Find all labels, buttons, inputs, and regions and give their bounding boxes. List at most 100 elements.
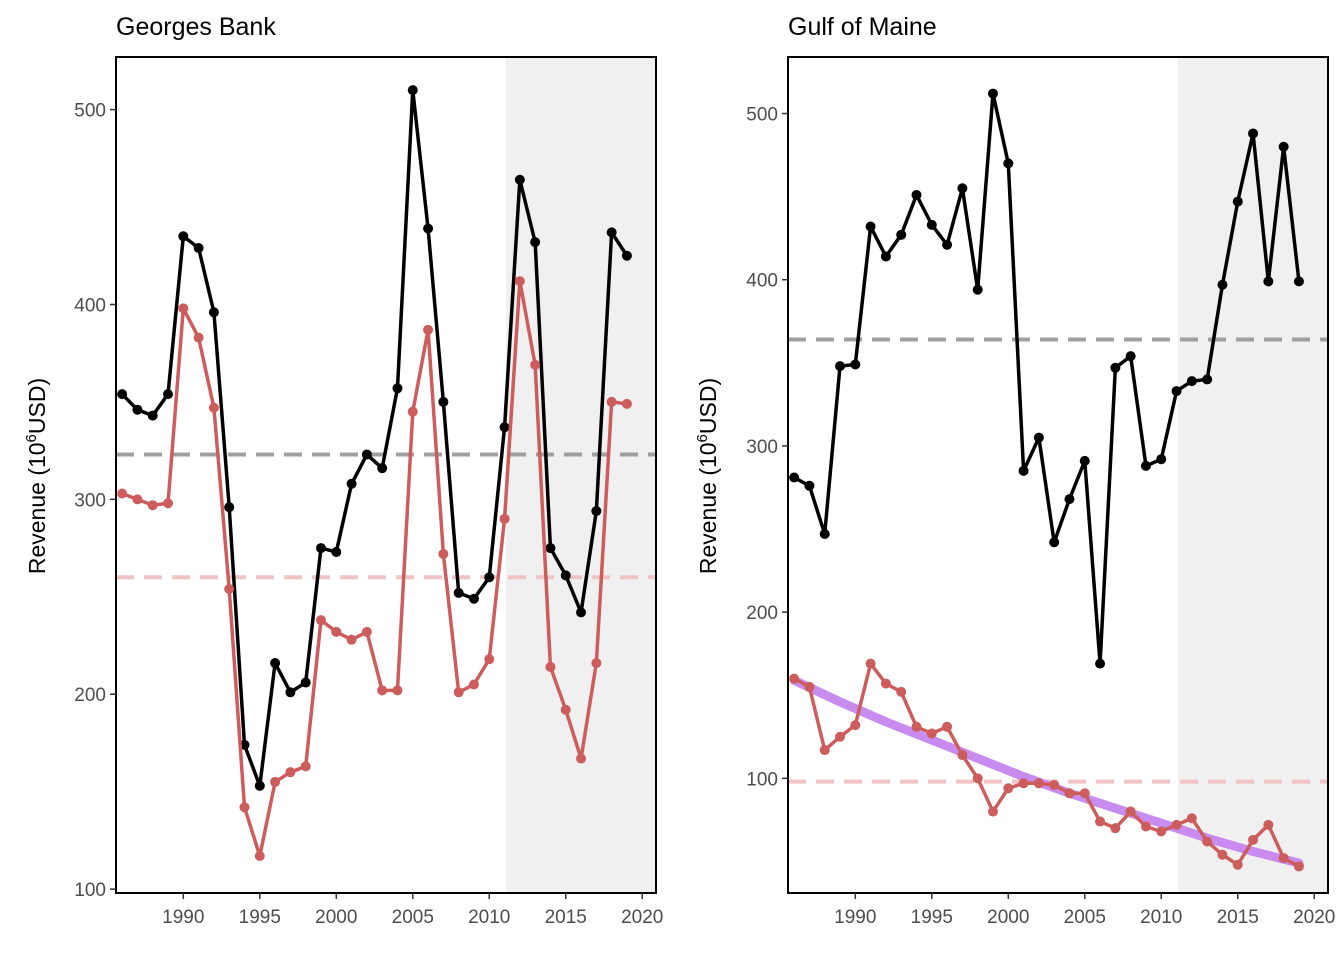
- data-point-subset: [1232, 859, 1243, 870]
- data-point-subset: [254, 850, 265, 861]
- x-tick-label: 2005: [1064, 907, 1106, 928]
- data-point-total: [163, 389, 174, 400]
- data-point-total: [484, 572, 495, 583]
- data-point-total: [224, 502, 235, 513]
- data-point-subset: [591, 658, 602, 669]
- data-point-subset: [1248, 834, 1259, 845]
- data-point-total: [576, 607, 587, 618]
- data-point-total: [1018, 465, 1029, 476]
- x-tick-label: 2020: [621, 907, 663, 928]
- data-point-total: [438, 396, 449, 407]
- data-point-subset: [835, 731, 846, 742]
- data-point-total: [530, 237, 541, 248]
- data-point-subset: [1095, 816, 1106, 827]
- data-point-subset: [1064, 788, 1075, 799]
- y-axis-title-georges-bank: Revenue (106USD): [23, 378, 50, 574]
- x-tick-label: 1995: [239, 907, 281, 928]
- data-point-subset: [331, 626, 342, 637]
- panel-border: [115, 56, 657, 894]
- data-point-total: [880, 251, 891, 262]
- data-point-subset: [315, 615, 326, 626]
- data-point-subset: [178, 303, 189, 314]
- data-point-subset: [132, 494, 143, 505]
- data-point-total: [621, 250, 632, 261]
- data-point-subset: [407, 406, 418, 417]
- data-point-total: [315, 543, 326, 554]
- x-tick-label: 2015: [545, 907, 587, 928]
- y-tick-label: 200: [74, 685, 106, 706]
- data-point-total: [1171, 386, 1182, 397]
- data-point-total: [865, 221, 876, 232]
- data-point-subset: [911, 721, 922, 732]
- data-point-total: [987, 88, 998, 99]
- data-point-total: [468, 593, 479, 604]
- data-point-total: [1110, 362, 1121, 373]
- data-point-subset: [484, 654, 495, 665]
- y-tick-label: 200: [746, 603, 778, 624]
- data-point-subset: [1079, 788, 1090, 799]
- y-tick-label: 100: [746, 769, 778, 790]
- x-tick-label: 2020: [1293, 907, 1335, 928]
- shaded-recent-period: [1178, 57, 1328, 893]
- data-point-total: [819, 529, 830, 540]
- data-point-subset: [1202, 836, 1213, 847]
- data-point-total: [1263, 276, 1274, 287]
- data-point-subset: [896, 686, 907, 697]
- data-point-subset: [224, 584, 235, 594]
- data-point-subset: [606, 396, 617, 407]
- data-point-subset: [1156, 826, 1167, 837]
- data-point-subset: [972, 773, 983, 784]
- data-point-total: [499, 422, 510, 433]
- data-point-subset: [468, 679, 479, 690]
- shaded-recent-period: [506, 57, 656, 893]
- data-point-total: [957, 183, 968, 194]
- panel-border: [787, 56, 1329, 894]
- data-point-subset: [621, 398, 632, 409]
- data-point-total: [1003, 158, 1014, 169]
- data-point-total: [407, 85, 418, 96]
- data-point-subset: [392, 685, 403, 696]
- data-point-total: [453, 587, 464, 598]
- data-point-subset: [1110, 823, 1121, 834]
- data-point-subset: [1263, 819, 1274, 830]
- data-point-subset: [147, 500, 158, 511]
- data-point-total: [423, 223, 434, 234]
- data-point-subset: [1278, 853, 1289, 864]
- data-point-subset: [1018, 778, 1029, 789]
- data-point-total: [1232, 196, 1243, 207]
- data-point-subset: [850, 720, 861, 731]
- data-point-subset: [1049, 779, 1060, 790]
- data-point-total: [285, 687, 296, 698]
- x-tick-label: 2005: [392, 907, 434, 928]
- data-point-total: [606, 227, 617, 238]
- data-point-total: [254, 780, 265, 791]
- data-point-total: [361, 449, 372, 460]
- series-line-total: [120, 88, 629, 788]
- data-point-subset: [1140, 821, 1151, 832]
- data-point-subset: [1033, 778, 1044, 789]
- data-point-total: [835, 361, 846, 372]
- y-tick-label: 400: [74, 295, 106, 316]
- data-point-subset: [1186, 813, 1197, 824]
- data-point-total: [926, 219, 937, 230]
- panel-georges-bank: Georges Bank Revenue (106USD) 1990 1995 20…: [23, 13, 663, 928]
- data-point-total: [147, 410, 158, 421]
- x-tick-label: 1990: [162, 907, 204, 928]
- y-tick-label: 400: [746, 271, 778, 292]
- data-point-subset: [377, 685, 388, 696]
- data-point-subset: [270, 776, 281, 787]
- data-point-subset: [117, 488, 128, 499]
- data-point-subset: [285, 767, 296, 778]
- data-point-total: [789, 472, 800, 483]
- data-point-subset: [545, 661, 556, 672]
- data-point-total: [300, 677, 311, 688]
- panel-gulf-of-maine: Gulf of Maine Revenue (106USD) 1990 1995 2…: [694, 13, 1335, 928]
- data-point-subset: [1125, 806, 1136, 817]
- data-point-total: [1278, 141, 1289, 152]
- data-point-total: [1217, 279, 1228, 290]
- data-point-total: [392, 383, 403, 394]
- data-point-subset: [1171, 819, 1182, 830]
- panel-title-gulf-of-maine: Gulf of Maine: [788, 13, 937, 41]
- data-point-subset: [499, 513, 510, 524]
- data-point-total: [850, 359, 861, 370]
